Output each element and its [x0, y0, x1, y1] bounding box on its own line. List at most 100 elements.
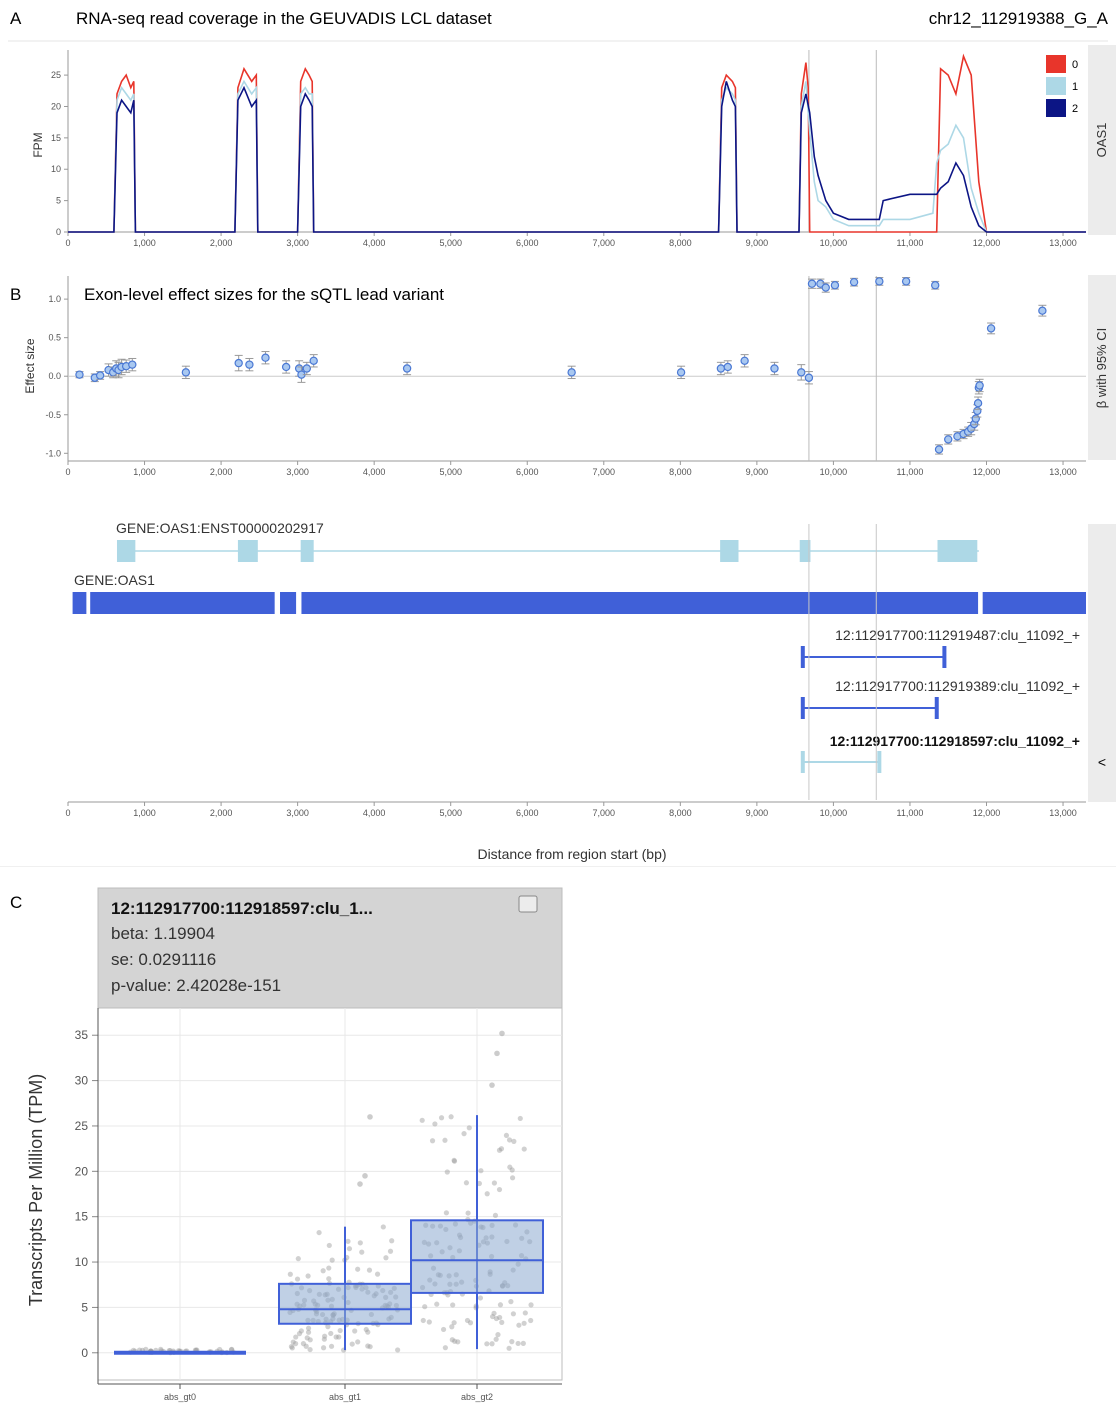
effect-marker [934, 445, 944, 454]
gene-side-label: OAS1 [1094, 123, 1109, 158]
effect-x-tick-label: 7,000 [593, 467, 616, 477]
effect-point [567, 365, 576, 380]
transcript-track [116, 540, 979, 562]
panel-c-letter: C [10, 893, 22, 912]
panel-a-letter: A [10, 9, 22, 28]
effect-point [830, 280, 840, 290]
panel-b-letter: B [10, 285, 21, 304]
collapse-strip[interactable] [1088, 524, 1116, 802]
effect-x-tick-label: 9,000 [746, 467, 769, 477]
effect-marker [716, 364, 726, 373]
coverage-x-tick-label: 0 [65, 238, 70, 248]
effect-ylabel: Effect size [23, 338, 37, 393]
boxplot-point [355, 1339, 361, 1345]
boxplot-point [489, 1341, 495, 1347]
effect-marker [971, 414, 980, 423]
boxplot-point [497, 1302, 504, 1308]
boxplot-point [528, 1302, 534, 1308]
cluster-label-2[interactable]: 12:112917700:112919389:clu_11092_+ [835, 678, 1080, 694]
boxplot-y-tick-label: 20 [75, 1164, 89, 1178]
boxplot-point [337, 1327, 343, 1334]
effect-point [931, 280, 940, 290]
collapse-chevron-icon[interactable]: < [1098, 754, 1106, 770]
boxplot-point [293, 1334, 299, 1340]
boxplot-y-tick-label: 25 [75, 1119, 89, 1133]
legend-swatch-1 [1046, 77, 1066, 95]
boxplot-point [346, 1246, 353, 1252]
effect-points [75, 277, 1047, 455]
gene-segment [982, 592, 1086, 614]
boxplot-point [451, 1157, 457, 1163]
coverage-x-tick-label: 10,000 [820, 238, 848, 248]
gene-segment [280, 592, 297, 614]
effect-marker [128, 360, 137, 369]
cluster-bars [800, 646, 947, 773]
effect-marker [95, 371, 105, 380]
coverage-y-tick-label: 25 [51, 70, 61, 80]
coverage-y-tick-label: 5 [56, 196, 61, 206]
boxplot-point [491, 1180, 497, 1186]
legend-swatch-0 [1046, 55, 1066, 73]
gene-segment [72, 592, 87, 614]
boxplot-point [516, 1322, 522, 1328]
legend-label-2: 2 [1072, 103, 1078, 115]
transcript-exon [937, 540, 978, 562]
boxplot-point [465, 1210, 471, 1216]
boxplot-point [452, 1338, 458, 1344]
cluster-label-3[interactable]: 12:112917700:112918597:clu_11092_+ [830, 733, 1080, 749]
boxplot-point [329, 1257, 335, 1263]
boxplot-outlier [494, 1050, 500, 1057]
effect-marker [830, 281, 840, 290]
effect-marker [944, 435, 953, 444]
coverage-y-tick-label: 15 [51, 133, 61, 143]
boxplot-point [517, 1115, 523, 1122]
boxplot-point [442, 1137, 448, 1143]
transcript-label: GENE:OAS1:ENST00000202917 [116, 520, 324, 536]
boxplot-point [365, 1329, 371, 1335]
boxplot-point [143, 1346, 149, 1352]
effect-x-tick-label: 5,000 [439, 467, 462, 477]
effect-point [807, 278, 817, 289]
effect-side-label: β with 95% CI [1094, 328, 1109, 408]
boxplot-point [496, 1186, 503, 1193]
coverage-x-tick-label: 12,000 [973, 238, 1001, 248]
boxplot-point [492, 1212, 499, 1218]
effect-marker [901, 277, 911, 286]
boxplot-point [380, 1224, 386, 1230]
track-x-tick-label: 0 [65, 808, 70, 818]
effect-point [740, 354, 749, 368]
cluster-label-1[interactable]: 12:112917700:112919487:clu_11092_+ [835, 627, 1080, 643]
boxplot-point [464, 1317, 471, 1324]
track-area: GENE:OAS1:ENST00000202917 GENE:OAS1 12:1… [65, 520, 1086, 862]
boxplot-point [389, 1238, 395, 1244]
effect-marker [821, 283, 830, 292]
transcript-exon [300, 540, 314, 562]
effect-point [281, 360, 291, 374]
boxplot-point [493, 1315, 500, 1322]
track-x-tick-label: 11,000 [897, 808, 924, 818]
coverage-x-tick-label: 6,000 [516, 238, 539, 248]
effect-point [95, 371, 105, 380]
close-icon[interactable] [518, 895, 538, 913]
gene-segment [90, 592, 275, 614]
boxplot-point [336, 1334, 342, 1340]
effect-y-tick-label: 0.5 [48, 333, 61, 343]
boxplot-point [419, 1117, 425, 1123]
effect-point [901, 277, 911, 286]
track-x-tick-label: 5,000 [439, 808, 462, 818]
boxplot-point [489, 1313, 496, 1320]
boxplot-point [503, 1132, 510, 1139]
effect-marker [261, 353, 270, 362]
effect-point [245, 357, 254, 372]
coverage-ylabel: FPM [31, 132, 45, 157]
coverage-x-tick-label: 3,000 [286, 238, 309, 248]
effect-marker [797, 368, 806, 377]
boxplot-point [484, 1341, 490, 1347]
boxplot-point [290, 1339, 296, 1345]
cluster-bar-start [800, 697, 805, 719]
boxplot-point [434, 1301, 440, 1307]
effect-marker [804, 373, 814, 382]
effect-x-tick-label: 3,000 [286, 467, 309, 477]
effect-point [309, 354, 318, 368]
